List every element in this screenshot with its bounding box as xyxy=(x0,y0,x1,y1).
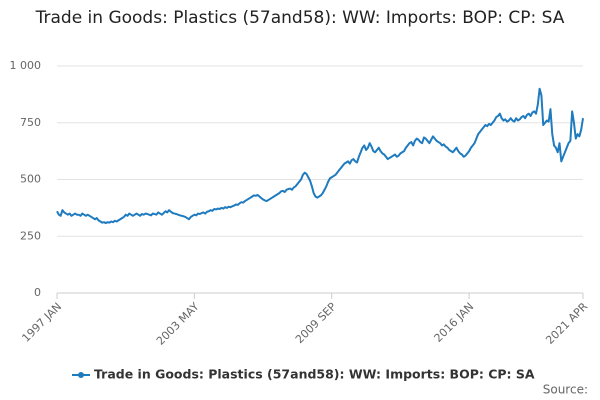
x-tick-label: 2016 JAN xyxy=(432,300,477,345)
y-tick-label: 500 xyxy=(20,173,41,186)
x-tick-label: 2021 APR xyxy=(543,300,590,347)
chart-title: Trade in Goods: Plastics (57and58): WW: … xyxy=(35,8,565,28)
x-tick-label: 2009 SEP xyxy=(293,300,339,346)
y-tick-label: 250 xyxy=(20,229,41,242)
x-tick-label: 1997 JAN xyxy=(19,300,64,345)
legend: Trade in Goods: Plastics (57and58): WW: … xyxy=(72,367,535,382)
data-line xyxy=(56,87,584,225)
legend-marker xyxy=(78,372,84,378)
x-tick-label: 2003 MAY xyxy=(154,300,202,348)
legend-label: Trade in Goods: Plastics (57and58): WW: … xyxy=(94,367,535,382)
y-tick-label: 1 000 xyxy=(10,59,42,72)
source: Source: xyxy=(543,383,588,397)
y-tick-label: 750 xyxy=(20,116,41,129)
y-tick-label: 0 xyxy=(34,286,41,299)
